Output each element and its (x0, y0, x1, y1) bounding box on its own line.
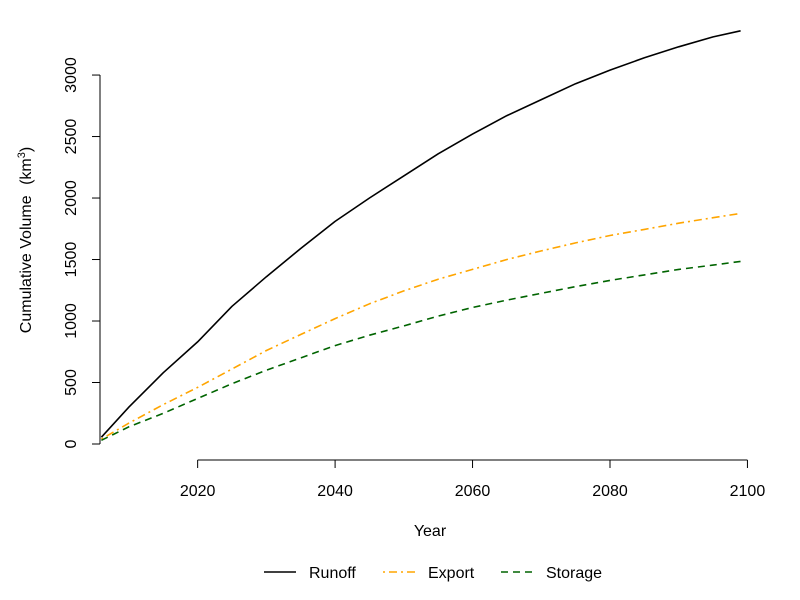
y-axis-title: Cumulative Volume (km3) (16, 147, 35, 333)
legend-label-runoff: Runoff (309, 565, 356, 582)
y-tick-label: 500 (63, 369, 80, 396)
series-line-runoff (100, 30, 741, 438)
y-axis: 0 500 1000 1500 2000 2500 3000 (63, 57, 101, 448)
y-tick-label: 2000 (63, 180, 80, 216)
y-tick-label: 3000 (63, 57, 80, 93)
x-tick-label: 2100 (730, 483, 766, 500)
legend-label-storage: Storage (546, 565, 602, 582)
y-tick-label: 0 (63, 439, 80, 448)
y-axis-title-unit-exponent: 3 (16, 152, 28, 158)
x-axis-title: Year (414, 523, 447, 540)
y-axis-title-main: Cumulative Volume (18, 195, 35, 333)
series-group (100, 30, 741, 442)
x-axis: 2020 2040 2060 2080 2100 (180, 459, 766, 500)
legend: Runoff Export Storage (264, 565, 602, 582)
series-line-storage (101, 260, 741, 442)
y-axis-title-unit-open: ( (18, 179, 35, 185)
legend-label-export: Export (428, 565, 475, 582)
y-tick-label: 2500 (63, 119, 80, 155)
y-tick-label: 1000 (63, 303, 80, 339)
series-line-export (100, 212, 741, 440)
x-tick-label: 2060 (455, 483, 491, 500)
x-tick-label: 2080 (592, 483, 628, 500)
x-tick-label: 2040 (317, 483, 353, 500)
y-tick-label: 1500 (63, 242, 80, 278)
y-axis-title-unit-prefix: km (18, 158, 35, 179)
y-axis-title-unit-close: ) (18, 147, 35, 152)
x-tick-label: 2020 (180, 483, 216, 500)
